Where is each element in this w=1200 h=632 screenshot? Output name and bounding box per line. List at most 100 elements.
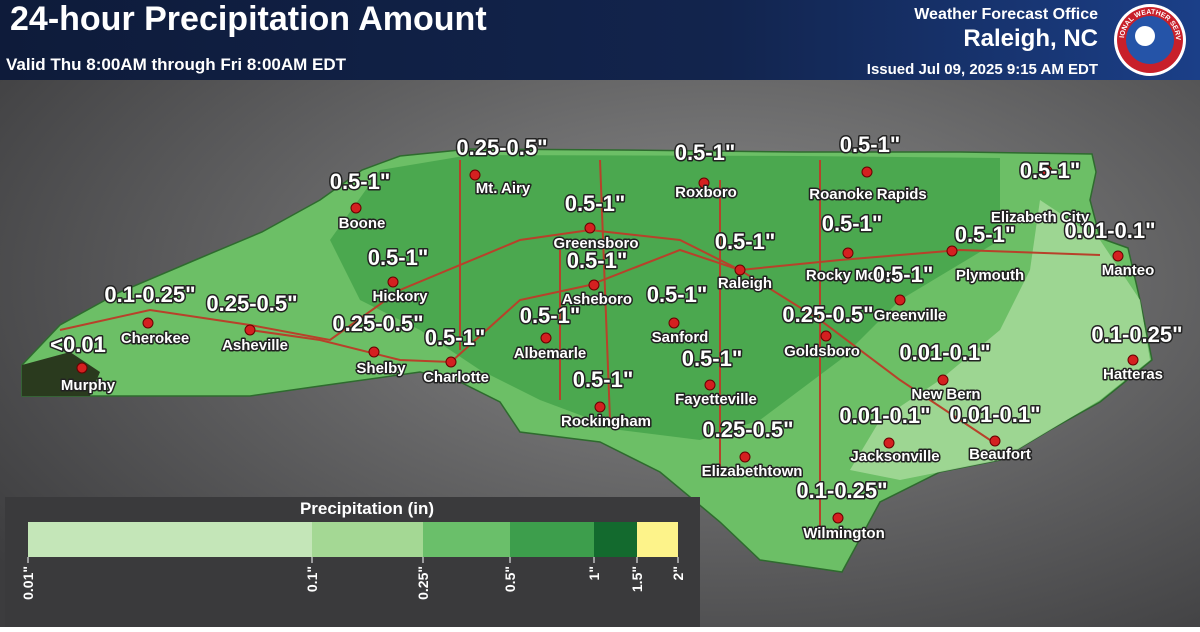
city-name: Asheville (222, 337, 288, 354)
city-dot (894, 294, 906, 306)
city-amount: <0.01 (50, 332, 106, 357)
city-amount: 0.25-0.5" (206, 291, 297, 316)
city-dot (704, 379, 716, 391)
city-amount: 0.5-1" (715, 229, 776, 254)
legend-swatch (28, 522, 312, 557)
city-name: Manteo (1102, 262, 1155, 279)
city-dot (1112, 250, 1124, 262)
legend-label: 0.5" (502, 566, 518, 592)
city-dot (1127, 354, 1139, 366)
city-dot (946, 245, 958, 257)
city-name: Albemarle (514, 345, 587, 362)
city-amount: 0.5-1" (1020, 158, 1081, 183)
legend-label: 1" (586, 566, 602, 580)
city-name: Hickory (372, 288, 428, 305)
city-dot (668, 317, 680, 329)
city-amount: 0.25-0.5" (456, 135, 547, 160)
legend-swatch (312, 522, 423, 557)
city-amount: 0.5-1" (822, 211, 883, 236)
city-amount: 0.5-1" (682, 346, 743, 371)
title: 24-hour Precipitation Amount (10, 0, 487, 38)
city-amount: 0.5-1" (567, 248, 628, 273)
city-name: Mt. Airy (476, 180, 531, 197)
city-name: New Bern (911, 386, 980, 403)
location: Raleigh, NC (963, 25, 1098, 52)
city-name: Goldsboro (784, 343, 860, 360)
city-dot (350, 202, 362, 214)
city-amount: 0.1-0.25" (1091, 322, 1182, 347)
office: Weather Forecast Office (914, 6, 1098, 23)
legend-swatch (423, 522, 510, 557)
city-dot (842, 247, 854, 259)
legend-label: 0.01" (20, 566, 36, 600)
legend-title: Precipitation (in) (300, 499, 434, 518)
city-amount: 0.01-0.1" (949, 402, 1040, 427)
city-name: Hatteras (1103, 366, 1163, 383)
city-name: Elizabethtown (702, 463, 803, 480)
city-dot (937, 374, 949, 386)
legend-swatch (637, 522, 678, 557)
city-dot (698, 177, 710, 189)
city-amount: 0.5-1" (955, 222, 1016, 247)
city-name: Sanford (652, 329, 709, 346)
legend-label: 0.25" (415, 566, 431, 600)
city-name: Rockingham (561, 413, 651, 430)
dry-region (850, 200, 1150, 480)
wetter-region (330, 155, 1000, 440)
city-amount: 0.5-1" (840, 132, 901, 157)
city-name: Charlotte (423, 369, 489, 386)
city-dot (594, 401, 606, 413)
city-name: Rocky Mount (806, 267, 900, 284)
city-dot (142, 317, 154, 329)
city-amount: 0.5-1" (425, 325, 486, 350)
city-amount: 0.5-1" (368, 245, 429, 270)
subtitle: Valid Thu 8:00AM through Fri 8:00AM EDT (6, 55, 347, 74)
city-name: Boone (339, 215, 386, 232)
city-dot (584, 222, 596, 234)
city-dot (387, 276, 399, 288)
city-name: Wilmington (803, 525, 885, 542)
city-name: Greenville (874, 307, 947, 324)
legend-scale: 0.01" 0.1" 0.25" 0.5" 1" 1.5" 2" (20, 522, 686, 600)
city-amount: 0.25-0.5" (702, 417, 793, 442)
city-name: Roxboro (675, 184, 737, 201)
legend-swatch (510, 522, 594, 557)
city-amount: 0.1-0.25" (104, 282, 195, 307)
city-dot (368, 346, 380, 358)
city-name: Jacksonville (850, 448, 939, 465)
city-amount: 0.5-1" (647, 282, 708, 307)
city-name: Murphy (61, 377, 116, 394)
city-dot (989, 435, 1001, 447)
legend-label: 0.1" (304, 566, 320, 592)
city-dot (820, 330, 832, 342)
city-dot (739, 451, 751, 463)
legend-box (5, 497, 700, 627)
city-name: Beaufort (969, 446, 1031, 463)
city-amount: 0.25-0.5" (782, 302, 873, 327)
city-amount: 0.25-0.5" (332, 311, 423, 336)
city-name: Raleigh (718, 275, 772, 292)
city-amount: 0.5-1" (573, 367, 634, 392)
legend-label: 1.5" (629, 566, 645, 592)
city-dot (540, 332, 552, 344)
city-dot (469, 169, 481, 181)
legend-swatch (594, 522, 637, 557)
city-name: Fayetteville (675, 391, 757, 408)
city-dot (445, 356, 457, 368)
city-dot (832, 512, 844, 524)
city-name: Greensboro (553, 235, 638, 252)
city-dot (734, 264, 746, 276)
issued: Issued Jul 09, 2025 9:15 AM EDT (867, 61, 1098, 78)
city-amount: 0.01-0.1" (839, 403, 930, 428)
city-amount: 0.5-1" (675, 140, 736, 165)
city-dot (861, 166, 873, 178)
cities: <0.01 Murphy 0.1-0.25" Cherokee 0.25-0.5" Ash… (49, 131, 1184, 544)
city-amount: 0.01-0.1" (899, 340, 990, 365)
city-name: Plymouth (956, 267, 1024, 284)
city-dot (883, 437, 895, 449)
city-dot (588, 279, 600, 291)
city-name: Shelby (356, 360, 406, 377)
city-name: Asheboro (562, 291, 632, 308)
city-amount: 0.01-0.1" (1064, 218, 1155, 243)
